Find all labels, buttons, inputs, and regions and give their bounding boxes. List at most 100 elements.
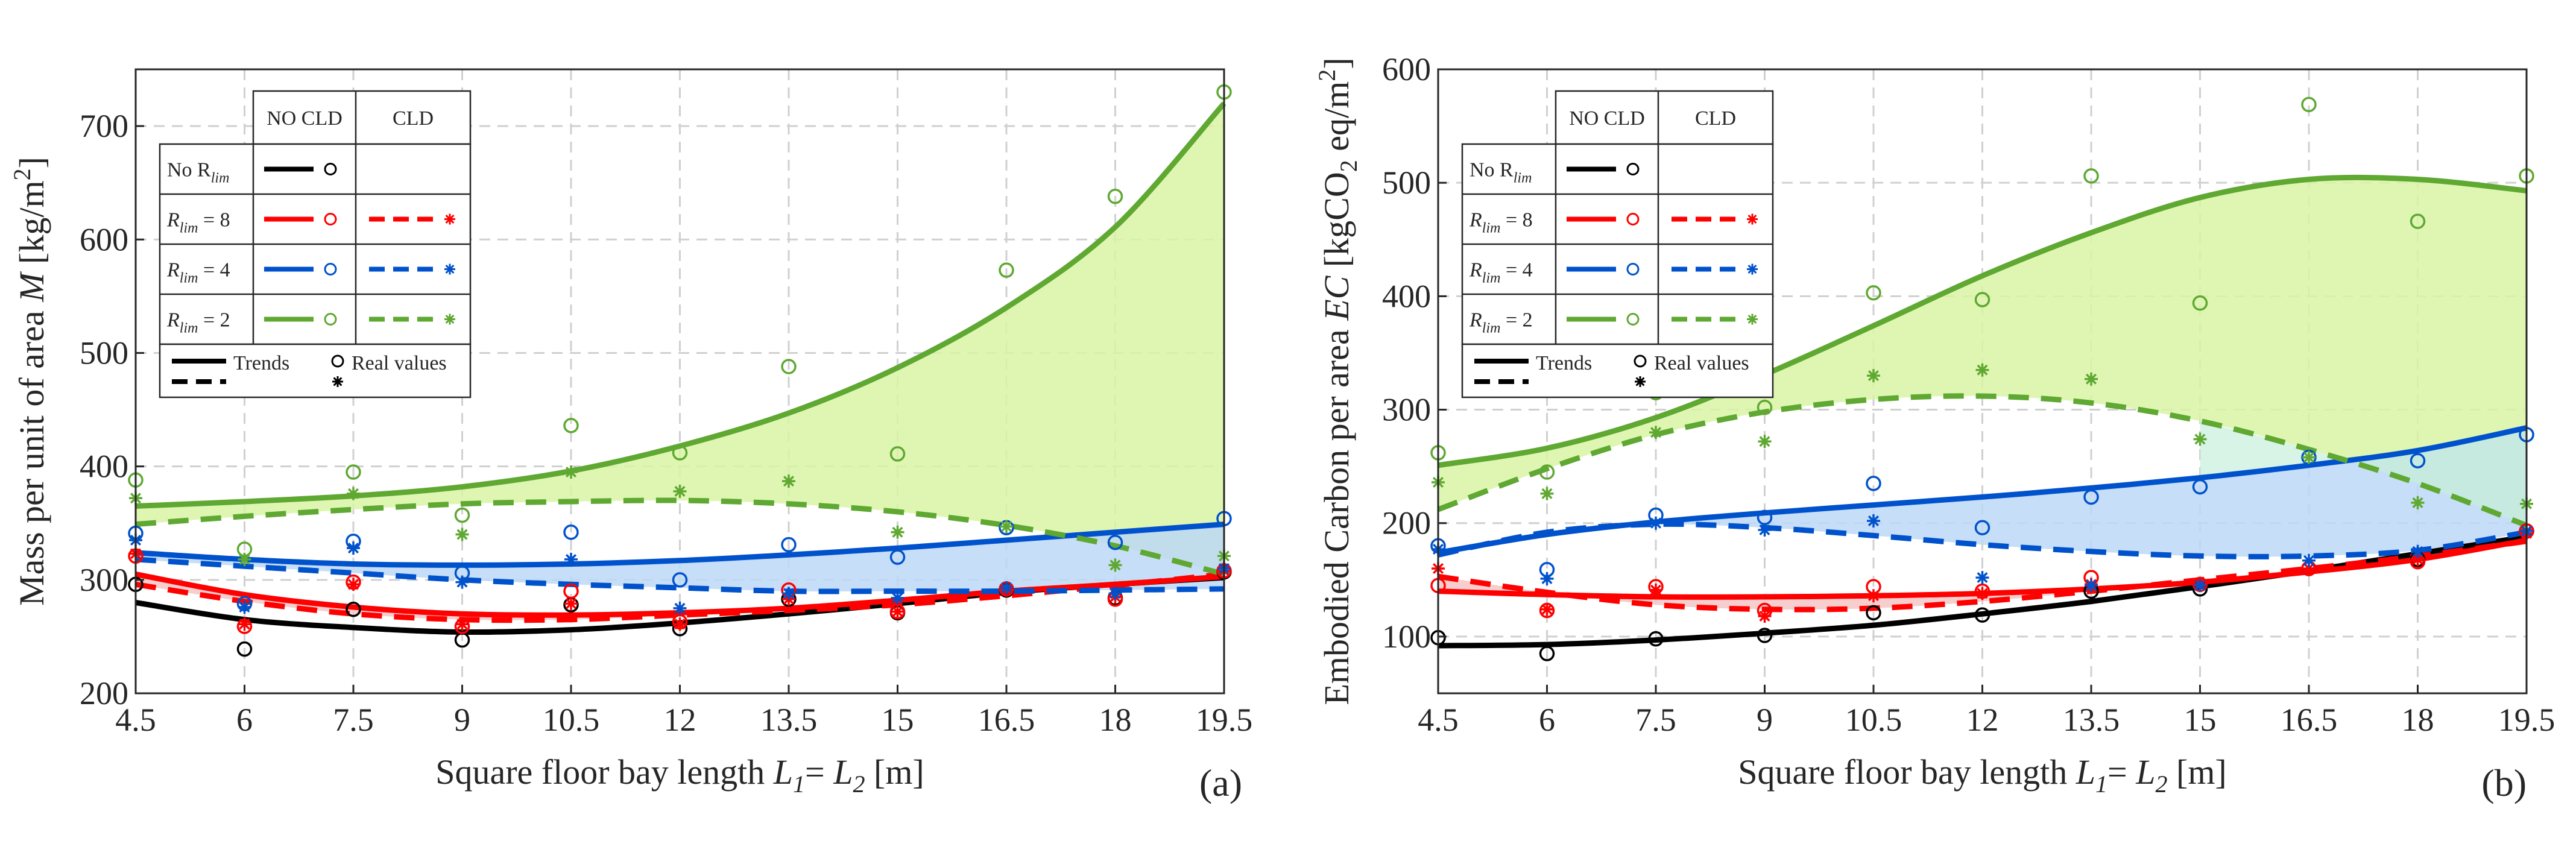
data-point (2085, 579, 2098, 593)
data-point (1107, 189, 1123, 204)
legend-key-circle (331, 354, 344, 368)
data-point (1000, 581, 1013, 594)
panel-tag: (a) (1199, 761, 1242, 804)
legend-marker-sample (1747, 313, 1758, 325)
y-tick-label: 600 (80, 221, 128, 257)
data-point (1758, 523, 1772, 537)
data-point (1649, 426, 1662, 439)
data-point (891, 605, 904, 619)
shade-rlim2 (136, 103, 1224, 575)
data-point (673, 601, 687, 615)
legend-row-label: No Rlim (1470, 159, 1532, 186)
data-point (2411, 552, 2425, 566)
legend-header-cld: CLD (1695, 107, 1736, 130)
data-point (2083, 489, 2099, 505)
data-point (347, 487, 360, 500)
data-point (782, 587, 795, 600)
data-point (1757, 628, 1773, 643)
series-markers (129, 465, 1231, 572)
legend-marker-sample (1626, 263, 1640, 276)
legend-trends-label: Trends (1536, 352, 1592, 374)
y-tick-label: 100 (1382, 619, 1431, 655)
trend-line (135, 101, 1226, 509)
legend-marker-sample (324, 163, 337, 175)
x-tick-label: 13.5 (760, 702, 818, 738)
x-tick-label: 9 (454, 702, 470, 738)
data-point (1539, 646, 1555, 661)
legend: NO CLD CLD No Rlim Rlim = 8 Rlim = 4 Rlim = 2… (1461, 90, 1774, 398)
data-point (455, 617, 469, 631)
data-point (2085, 372, 2098, 386)
y-tick-label: 300 (1382, 392, 1431, 428)
y-tick-label: 400 (1382, 278, 1431, 314)
data-point (1649, 583, 1662, 597)
trend-line (135, 521, 1225, 568)
data-point (2302, 562, 2316, 575)
x-axis-label: Square floor bay length L1= L2 [m] (435, 752, 924, 798)
data-point (1758, 609, 1772, 623)
data-point (564, 597, 578, 611)
data-point (2302, 553, 2316, 567)
data-point (347, 541, 360, 555)
x-tick-label: 12 (1966, 702, 1999, 738)
y-tick-label: 400 (80, 449, 128, 485)
y-tick-label: 700 (80, 108, 128, 144)
legend-marker-sample (324, 263, 337, 276)
x-tick-label: 16.5 (2281, 702, 2338, 738)
x-tick-label: 19.5 (2498, 702, 2555, 738)
data-point (1975, 587, 1989, 600)
data-point (238, 600, 251, 614)
data-point (2192, 295, 2208, 311)
data-point (2193, 432, 2207, 446)
data-point (347, 578, 360, 591)
data-point (999, 262, 1014, 278)
trend-line (1438, 534, 2527, 649)
data-point (454, 507, 470, 523)
legend-row-label: No Rlim (167, 159, 229, 186)
data-point (238, 552, 251, 566)
series-markers (1432, 363, 2533, 511)
data-point (1540, 602, 1554, 616)
data-point (236, 641, 253, 657)
legend-row-label: Rlim = 8 (166, 209, 230, 236)
data-point (1866, 476, 1881, 491)
legend-real-label: Real values (1654, 352, 1749, 374)
data-point (1540, 487, 1554, 500)
legend-marker-sample (1747, 263, 1758, 275)
x-tick-label: 13.5 (2063, 702, 2120, 738)
legend-key-box (1461, 343, 1774, 398)
y-tick-label: 200 (80, 675, 128, 711)
x-tick-label: 19.5 (1196, 702, 1253, 738)
data-point (1974, 520, 1990, 536)
legend-marker-sample (1747, 213, 1758, 225)
x-axis-label: Square floor bay length L1= L2 [m] (1738, 752, 2227, 798)
y-tick-label: 500 (80, 335, 128, 371)
data-point (1108, 587, 1122, 600)
legend-marker-sample (1626, 313, 1640, 326)
legend-marker-sample (324, 313, 337, 326)
data-point (1866, 605, 1881, 621)
x-tick-label: 15 (882, 702, 914, 738)
data-point (1867, 514, 1880, 528)
y-tick-label: 300 (80, 562, 128, 598)
data-point (2193, 579, 2207, 593)
panel-tag: (b) (2481, 761, 2527, 804)
legend-trends-label: Trends (233, 352, 289, 374)
data-point (2410, 213, 2426, 229)
data-point (891, 591, 904, 605)
data-point (2083, 168, 2099, 184)
data-point (673, 617, 687, 631)
data-point (346, 464, 361, 480)
x-tick-label: 9 (1757, 702, 1773, 738)
data-point (1108, 558, 1122, 572)
legend-marker-sample (324, 213, 337, 225)
data-point (1757, 400, 1773, 415)
data-point (1975, 363, 1989, 377)
legend-header-box (252, 90, 472, 145)
data-point (889, 446, 906, 462)
legend-key-star (1635, 376, 1646, 387)
y-tick-label: 200 (1382, 505, 1431, 541)
data-point (2410, 453, 2426, 468)
legend-header-nocld: NO CLD (1569, 107, 1645, 130)
